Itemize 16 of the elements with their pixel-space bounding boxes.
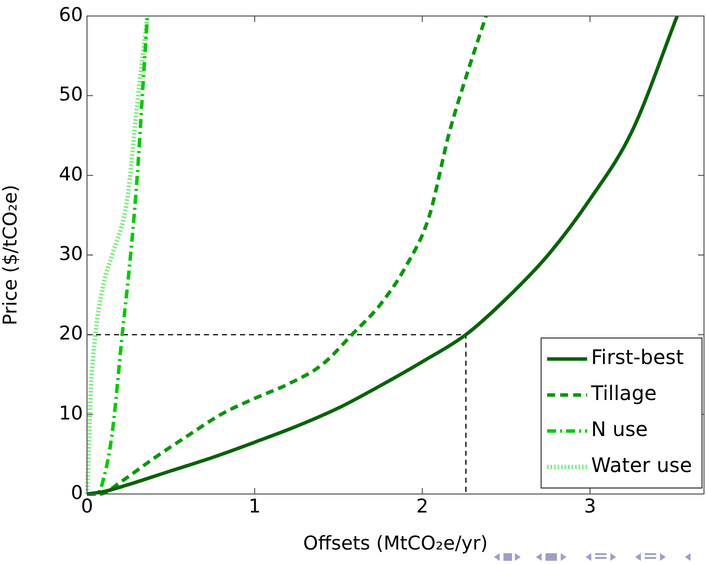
- legend-label: Water use: [591, 453, 692, 478]
- legend-label: Tillage: [590, 381, 657, 406]
- y-tick-label: 30: [58, 242, 83, 265]
- y-tick-label: 50: [58, 84, 83, 106]
- y-tick-label: 60: [58, 4, 83, 26]
- x-tick-label: 3: [584, 495, 596, 518]
- y-axis-title: Price ($/tCO₂e): [0, 184, 22, 326]
- y-tick-label: 10: [58, 402, 83, 424]
- line-series: [85, 14, 488, 496]
- legend-label: N use: [591, 417, 648, 442]
- x-axis-title: Offsets (MtCO₂e/yr): [303, 532, 488, 555]
- y-tick-label: 20: [58, 322, 83, 345]
- y-tick-label: 40: [58, 163, 83, 186]
- x-tick-label: 2: [416, 495, 428, 518]
- legend-label: First-best: [591, 345, 684, 370]
- x-tick-label: 1: [248, 495, 261, 518]
